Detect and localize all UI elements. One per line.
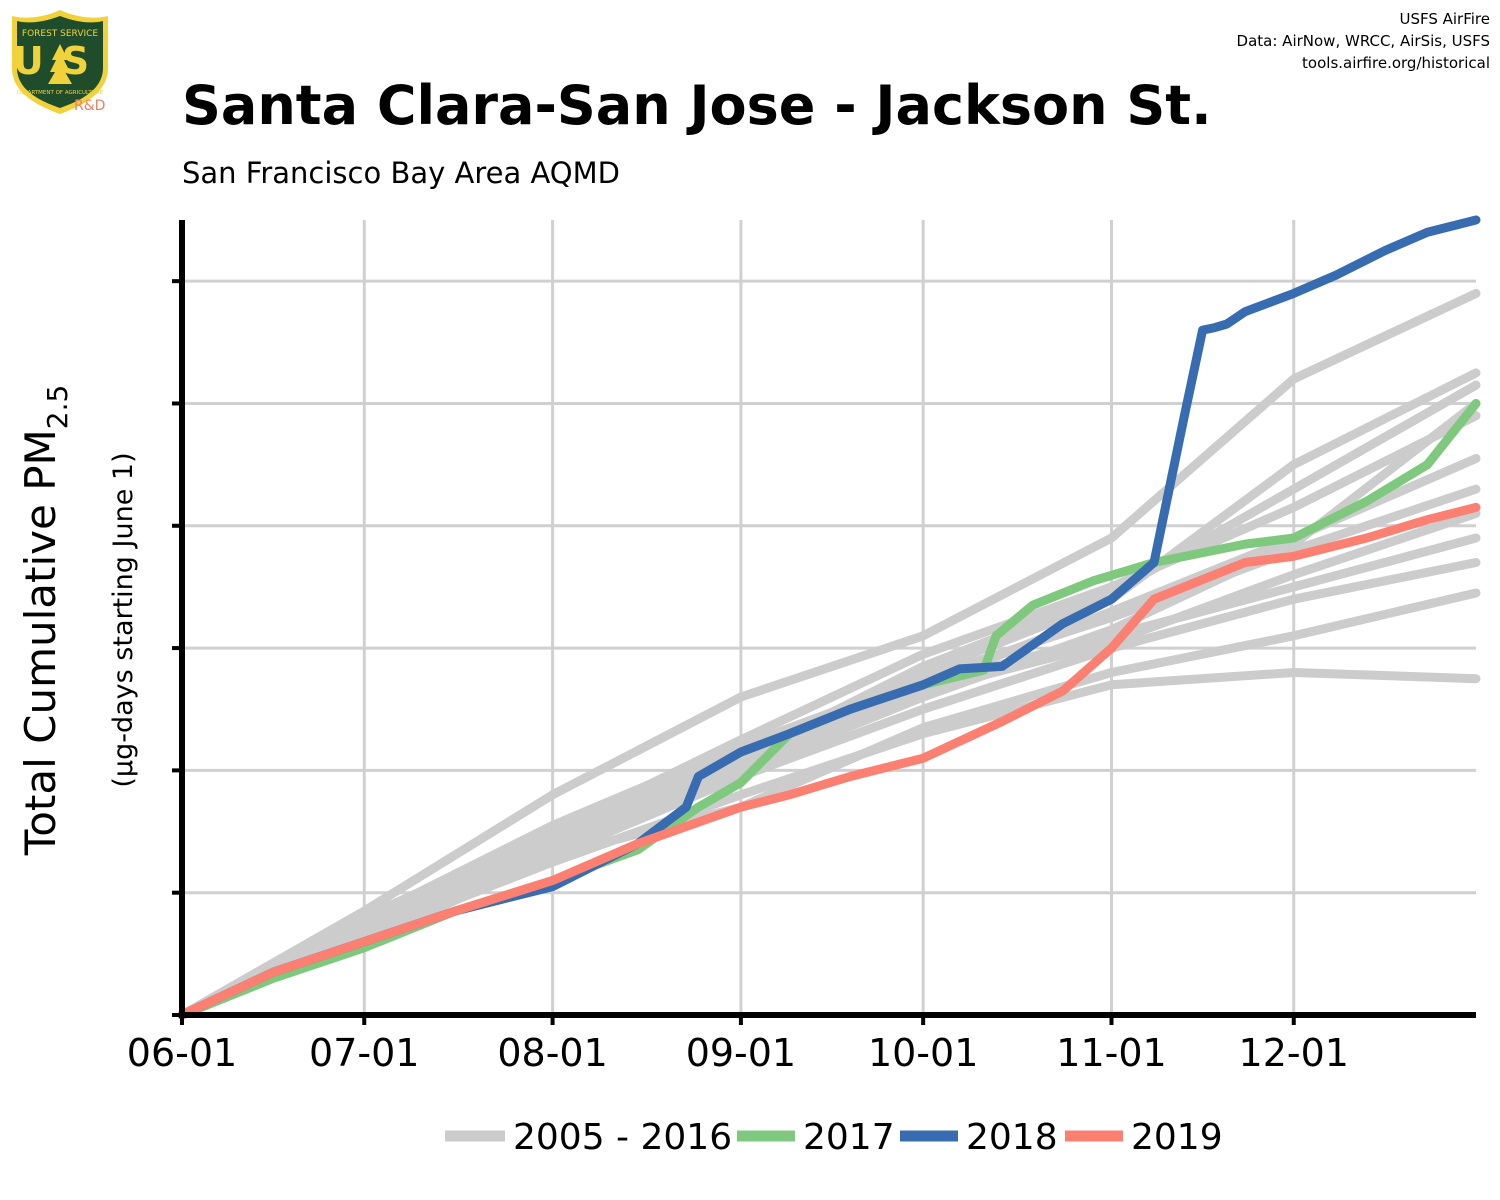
credit-line-3: tools.airfire.org/historical xyxy=(1302,54,1490,72)
legend-label-3: 2019 xyxy=(1131,1117,1223,1158)
legend-label-0: 2005 - 2016 xyxy=(513,1117,732,1158)
historical-series-line-0 xyxy=(177,288,1481,1020)
x-tick-label-2: 08-01 xyxy=(497,1031,607,1075)
grid-lines xyxy=(182,220,1476,1015)
credit-line-2: Data: AirNow, WRCC, AirSis, USFS xyxy=(1236,32,1490,50)
historical-series-line-5 xyxy=(177,588,1481,1020)
x-tick-label-4: 10-01 xyxy=(868,1031,978,1075)
y-axis-label: Total Cumulative PM2.5 xyxy=(16,385,74,857)
x-tick-label-6: 12-01 xyxy=(1239,1031,1349,1075)
x-tick-label-3: 09-01 xyxy=(686,1031,796,1075)
y-axis-labels: Total Cumulative PM2.5 (µg-days starting… xyxy=(16,385,139,857)
historical-series-group xyxy=(177,288,1481,1020)
x-tick-label-1: 07-01 xyxy=(309,1031,419,1075)
logo-bottom-text: DEPARTMENT OF AGRICULTURE xyxy=(17,90,104,96)
chart-title: Santa Clara-San Jose - Jackson St. xyxy=(182,74,1212,137)
x-tick-label-5: 11-01 xyxy=(1056,1031,1166,1075)
legend: 2005 - 2016 2017 2018 2019 xyxy=(445,1117,1223,1158)
usfs-shield-icon: FOREST SERVICE US DEPARTMENT OF AGRICULT… xyxy=(8,8,112,116)
x-tick-label-0: 06-01 xyxy=(127,1031,237,1075)
credit-line-1: USFS AirFire xyxy=(1399,10,1490,28)
y-axis-label-subscript: 2.5 xyxy=(41,385,74,430)
series-line-2019 xyxy=(177,502,1481,1020)
logo-rd-tag: R&D xyxy=(74,98,106,114)
legend-label-1: 2017 xyxy=(803,1117,895,1158)
chart-subtitle: San Francisco Bay Area AQMD xyxy=(182,156,620,190)
legend-label-2: 2018 xyxy=(966,1117,1058,1158)
series-line-2018 xyxy=(177,215,1481,1020)
logo-top-text: FOREST SERVICE xyxy=(22,29,99,39)
historical-series-line-11 xyxy=(177,411,1481,1020)
axes: 06-01 07-01 08-01 09-01 10-01 11-01 12-01 xyxy=(127,220,1476,1075)
logo-main-text: US xyxy=(13,39,107,83)
highlight-series-group xyxy=(177,215,1481,1020)
y-axis-secondary-label: (µg-days starting June 1) xyxy=(108,452,139,787)
